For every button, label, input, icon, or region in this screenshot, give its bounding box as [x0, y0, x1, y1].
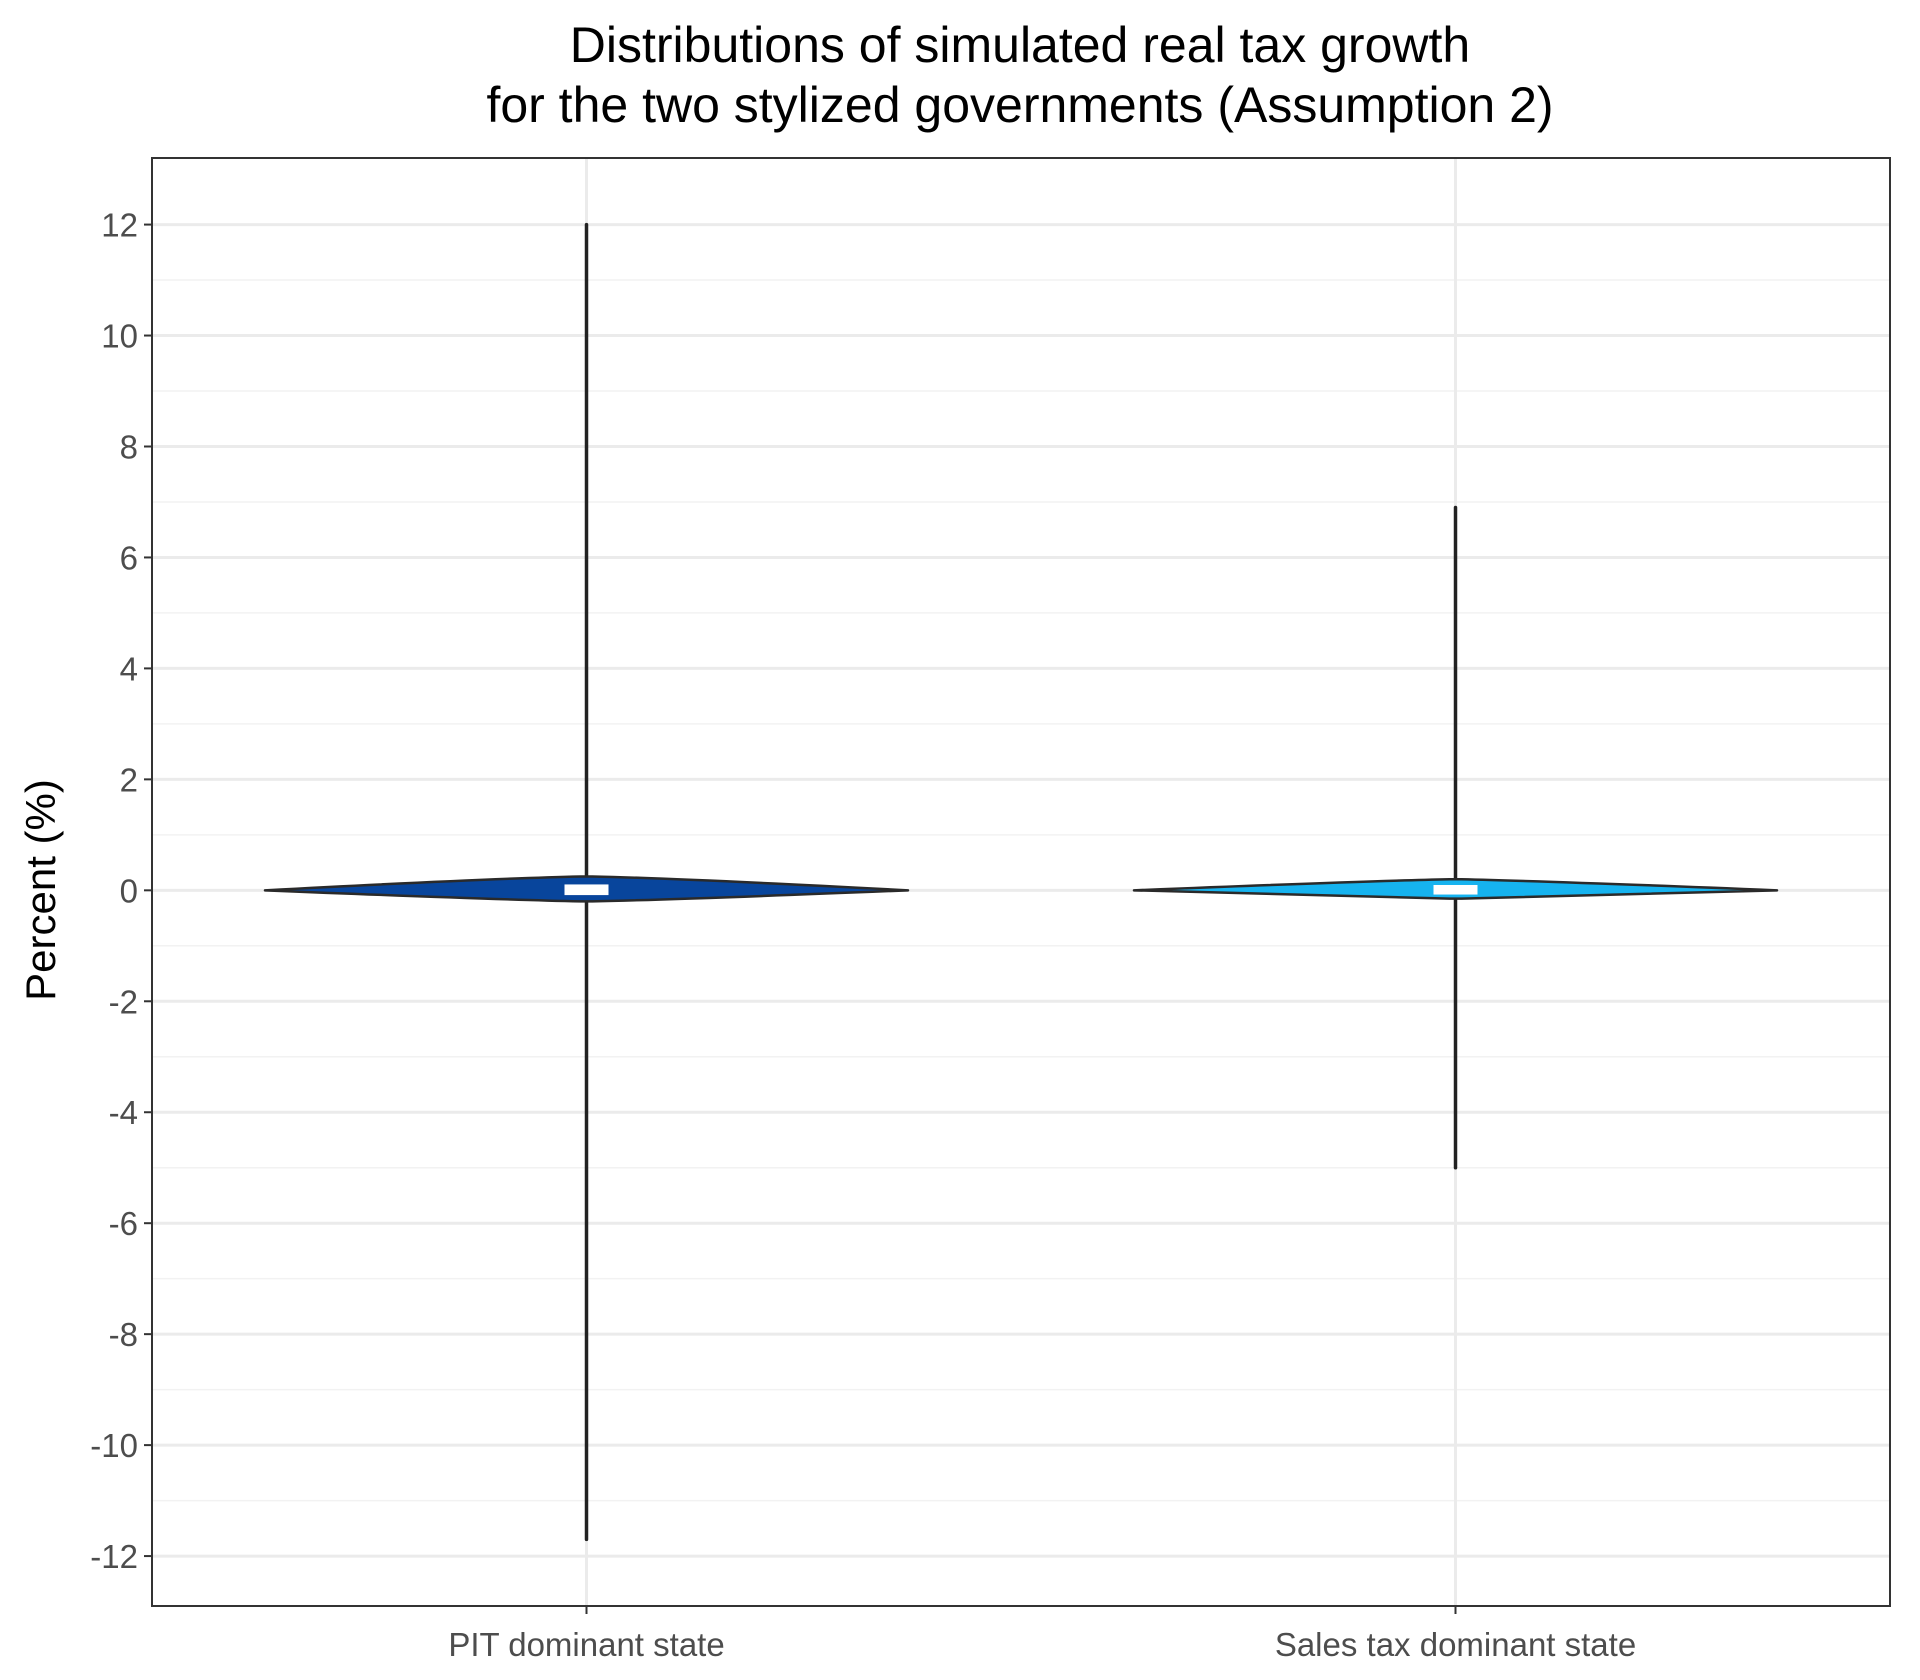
y-tick-label: 10: [101, 318, 138, 355]
chart-title: Distributions of simulated real tax grow…: [486, 17, 1553, 133]
y-tick-label: -12: [90, 1538, 138, 1575]
chart-title-line-2: for the two stylized governments (Assump…: [486, 77, 1553, 133]
y-tick-label: -4: [109, 1094, 138, 1131]
y-tick-label: -2: [109, 983, 138, 1020]
x-tick-label: Sales tax dominant state: [1275, 1626, 1636, 1663]
violins: [263, 222, 1779, 1542]
iqr-box: [564, 884, 609, 896]
y-tick-label: 2: [120, 761, 138, 798]
y-tick-label: 12: [101, 207, 138, 244]
y-axis-label: Percent (%): [17, 779, 64, 1001]
y-tick-label: -6: [109, 1205, 138, 1242]
y-tick-label: 8: [120, 428, 138, 465]
iqr-box: [1433, 884, 1478, 895]
axes: 12 10 8 6 4 2 0 -2 -4 -6 -8 -10 -12 PIT dominant stat…: [90, 207, 1636, 1663]
y-tick-label: 4: [120, 650, 138, 687]
grid: [152, 158, 1890, 1606]
plot-panel-border: [151, 157, 1891, 1607]
y-tick-label: 6: [120, 539, 138, 576]
violin-pit: [263, 222, 910, 1542]
y-tick-label: -8: [109, 1316, 138, 1353]
violin-sales-tax: [1132, 505, 1779, 1170]
chart-title-line-1: Distributions of simulated real tax grow…: [570, 17, 1470, 73]
y-tick-label: 0: [120, 872, 138, 909]
x-tick-label: PIT dominant state: [448, 1626, 724, 1663]
y-tick-label: -10: [90, 1427, 138, 1464]
